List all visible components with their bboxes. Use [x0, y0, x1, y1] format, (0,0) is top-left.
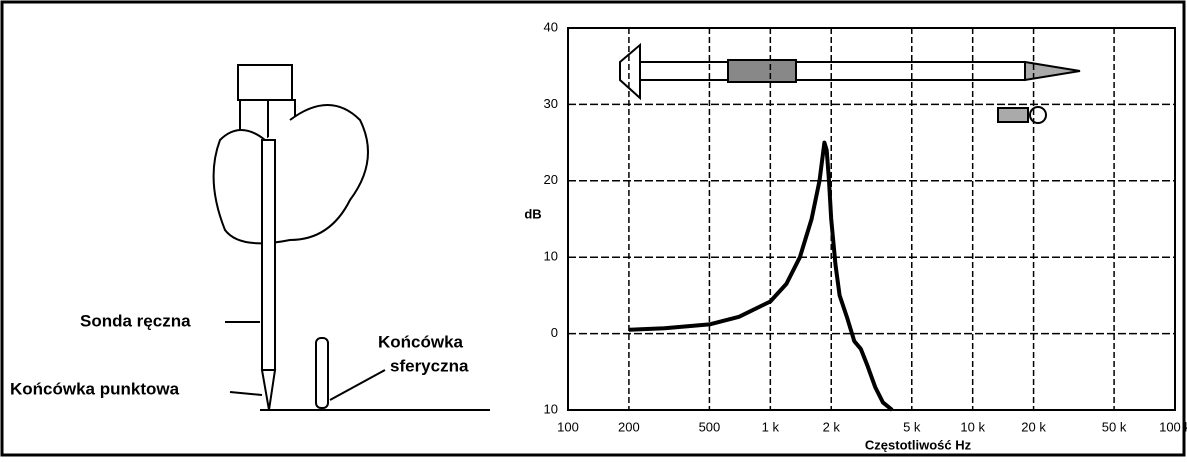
x-tick-label: 50 k	[1102, 419, 1127, 434]
sphere-label: sferyczna	[390, 356, 469, 375]
x-tick-label: 100	[557, 419, 579, 434]
y-axis-label: dB	[524, 206, 541, 221]
x-tick-label: 1 k	[762, 419, 780, 434]
x-tick-label: 20 k	[1021, 419, 1046, 434]
x-tick-label: 10 k	[960, 419, 985, 434]
y-tick-label: 30	[544, 96, 558, 111]
y-tick-label: 10	[544, 401, 558, 416]
y-tick-label: 20	[544, 172, 558, 187]
x-tick-label: 5 k	[903, 419, 921, 434]
probe-label: Sonda ręczna	[80, 311, 191, 330]
x-tick-label: 100 k	[1159, 419, 1187, 434]
figure: Sonda ręczna Końcówka punktowa Końcówka …	[0, 0, 1187, 457]
x-axis-label: Częstotliwość Hz	[865, 437, 972, 452]
y-tick-label: 0	[551, 325, 558, 340]
x-tick-label: 200	[618, 419, 640, 434]
tip-label: Końcówka punktowa	[10, 379, 180, 398]
x-tick-label: 2 k	[823, 419, 841, 434]
y-tick-label: 40	[544, 19, 558, 34]
x-tick-label: 500	[699, 419, 721, 434]
y-tick-label: 10	[544, 249, 558, 264]
sphere-label: Końcówka	[378, 332, 464, 351]
